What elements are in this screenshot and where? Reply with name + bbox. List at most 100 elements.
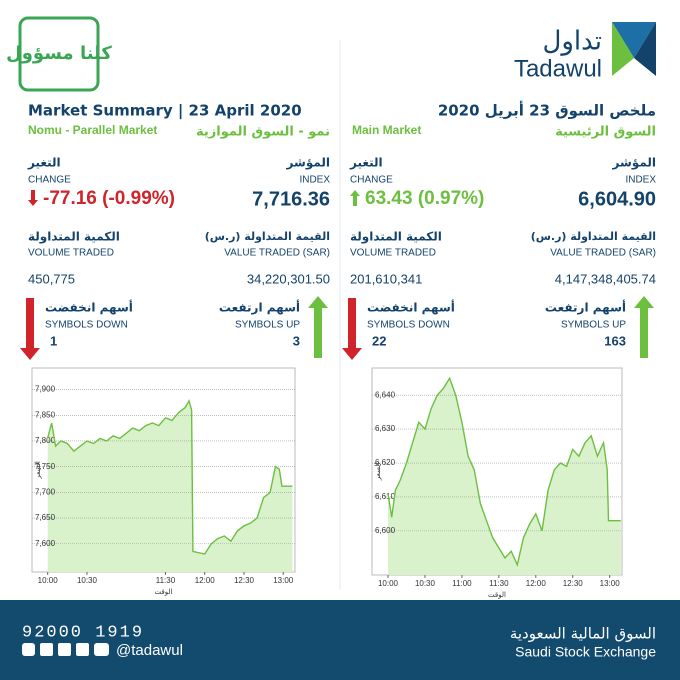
social-icons (22, 643, 109, 656)
x-tick-label: 13:00 (600, 579, 621, 588)
icon (40, 643, 53, 656)
x-tick-label: 13:00 (273, 576, 294, 585)
change-value: 63.43 (0.97%) (365, 188, 484, 209)
y-tick-label: 6,600 (375, 526, 396, 535)
subtitle-en: Nomu - Parallel Market (28, 123, 157, 137)
up-label-ar: أسهم ارتفعت (545, 300, 626, 315)
change-value: -77.16 (-0.99%) (43, 188, 175, 209)
volume-label-ar: الكمية المتداولة (350, 230, 442, 245)
x-axis-label: الوقت (488, 591, 506, 599)
up-value: 3 (293, 333, 300, 348)
handle: @tadawul (116, 642, 183, 659)
index-label-en: INDEX (625, 175, 656, 186)
phone: 92000 1919 (22, 623, 144, 642)
logo-en: Tadawul (514, 55, 602, 82)
x-axis-label: الوقت (155, 588, 173, 596)
y-tick-label: 6,620 (375, 458, 396, 467)
down-arrow (20, 298, 40, 360)
subtitle-ar: نمو - السوق الموازية (196, 125, 330, 140)
logo-mark (612, 22, 656, 58)
icon (22, 643, 35, 656)
value-traded-label-ar: القيمة المتداولة (ر.س) (205, 230, 330, 243)
down-label-en: SYMBOLS DOWN (45, 320, 128, 331)
volume-value: 201,610,341 (350, 271, 422, 286)
down-label-ar: أسهم انخفضت (367, 300, 455, 315)
down-arrow (342, 298, 362, 360)
y-tick-label: 7,600 (35, 539, 56, 548)
change-label-en: CHANGE (350, 175, 393, 186)
value-traded-value: 4,147,348,405.74 (555, 271, 656, 286)
icon (58, 643, 71, 656)
value-traded-label-ar: القيمة المتداولة (ر.س) (531, 230, 656, 243)
volume-label-en: VOLUME TRADED (350, 248, 436, 259)
up-value: 163 (604, 333, 626, 348)
panel-title: Market Summary | 23 April 2020 (28, 102, 302, 121)
y-tick-label: 7,700 (35, 487, 56, 496)
y-axis-label: السعر (374, 463, 382, 482)
y-tick-label: 7,800 (35, 436, 56, 445)
logo-ar: تداول (542, 27, 602, 57)
org-ar: السوق المالية السعودية (510, 625, 656, 643)
y-tick-label: 6,640 (375, 390, 396, 399)
up-arrow (634, 296, 654, 358)
badge-frame (18, 16, 100, 92)
volume-label-ar: الكمية المتداولة (28, 230, 120, 245)
y-tick-label: 6,630 (375, 424, 396, 433)
volume-value: 450,775 (28, 271, 75, 286)
x-tick-label: 12:00 (526, 579, 547, 588)
icon (94, 643, 109, 656)
line (47, 399, 293, 555)
line (387, 376, 621, 567)
area (388, 378, 621, 575)
down-value: 1 (50, 333, 57, 348)
x-tick-label: 10:30 (77, 576, 98, 585)
logo-mark (612, 22, 634, 76)
x-tick-label: 10:00 (378, 579, 399, 588)
y-tick-label: 7,650 (35, 513, 56, 522)
subtitle-en: Main Market (352, 123, 421, 137)
index-value: 6,604.90 (578, 188, 656, 210)
icon (76, 643, 89, 656)
index-label-ar: المؤشر (286, 156, 330, 171)
down-label-en: SYMBOLS DOWN (367, 320, 450, 331)
up-label-en: SYMBOLS UP (235, 320, 300, 331)
x-tick-label: 11:00 (452, 579, 472, 588)
x-tick-label: 11:30 (489, 579, 509, 588)
y-tick-label: 7,850 (35, 410, 56, 419)
y-tick-label: 7,900 (35, 385, 56, 394)
panel-title: ملخص السوق 23 أبريل 2020 (438, 101, 656, 120)
x-tick-label: 12:30 (563, 579, 584, 588)
change-label-ar: التغير (349, 156, 383, 170)
down-label-ar: أسهم انخفضت (45, 300, 133, 315)
value-traded-label-en: VALUE TRADED (SAR) (224, 248, 330, 259)
change-arrow (28, 190, 38, 206)
x-tick-label: 10:00 (38, 576, 59, 585)
value-traded-label-en: VALUE TRADED (SAR) (550, 248, 656, 259)
area (47, 400, 293, 572)
subtitle-ar: السوق الرئيسية (555, 125, 656, 140)
logo-mark (634, 22, 656, 76)
up-arrow (308, 296, 328, 358)
x-tick-label: 12:30 (234, 576, 255, 585)
index-label-ar: المؤشر (612, 156, 656, 171)
y-tick-label: 6,610 (375, 492, 396, 501)
x-tick-label: 11:30 (156, 576, 176, 585)
change-label-en: CHANGE (28, 175, 71, 186)
volume-label-en: VOLUME TRADED (28, 248, 114, 259)
org-en: Saudi Stock Exchange (515, 644, 656, 660)
y-tick-label: 7,750 (35, 462, 56, 471)
x-tick-label: 10:30 (415, 579, 436, 588)
index-label-en: INDEX (299, 175, 330, 186)
index-value: 7,716.36 (252, 188, 330, 210)
footer-bg (0, 600, 680, 680)
badge-text: كلنا مسؤول (6, 43, 112, 64)
change-arrow (350, 190, 360, 206)
y-axis-label: السعر (34, 461, 42, 480)
change-label-ar: التغير (27, 156, 61, 170)
value-traded-value: 34,220,301.50 (247, 271, 330, 286)
up-label-en: SYMBOLS UP (561, 320, 626, 331)
x-tick-label: 12:00 (195, 576, 216, 585)
down-value: 22 (372, 333, 386, 348)
